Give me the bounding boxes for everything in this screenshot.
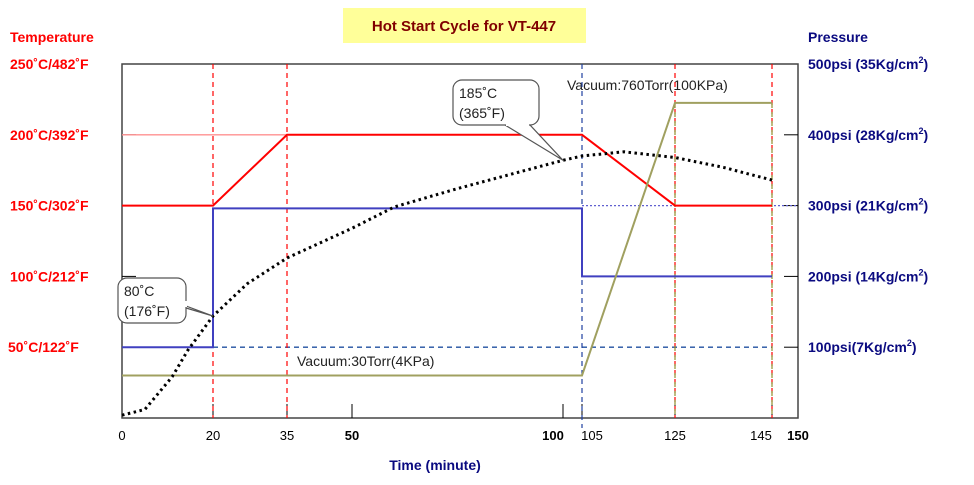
callout-0: 185˚C (365˚F) <box>452 79 564 161</box>
x-tick-label: 105 <box>581 428 603 443</box>
vacuum-high-label: Vacuum:760Torr(100KPa) <box>567 77 728 93</box>
x-tick-label: 50 <box>345 428 359 443</box>
callout-box <box>117 277 187 324</box>
callout-text-line2: (365˚F) <box>459 105 505 121</box>
series-pressure <box>122 207 772 349</box>
left-tick-label: 200˚C/392˚F <box>10 127 89 143</box>
x-tick-label: 20 <box>206 428 220 443</box>
x-tick-label: 0 <box>118 428 125 443</box>
left-tick-label: 50˚C/122˚F <box>8 339 79 355</box>
right-tick-label: 400psi (28Kg/cm2) <box>808 126 928 143</box>
callout-pointer <box>504 124 564 161</box>
title-background <box>343 8 586 43</box>
x-tick-label: 150 <box>787 428 809 443</box>
series-temperature-setpoint <box>122 133 772 207</box>
callout-text-line1: 80˚C <box>124 283 154 299</box>
right-tick-label: 200psi (14Kg/cm2) <box>808 267 928 284</box>
right-tick-label: 500psi (35Kg/cm2) <box>808 55 928 72</box>
callout-text-line2: (176˚F) <box>124 303 170 319</box>
x-tick-label: 145 <box>750 428 772 443</box>
callout-text-line1: 185˚C <box>459 85 497 101</box>
vacuum-low-label: Vacuum:30Torr(4KPa) <box>297 353 434 369</box>
left-tick-label: 250˚C/482˚F <box>10 56 89 72</box>
callout-1: 80˚C (176˚F) <box>117 277 214 324</box>
left-tick-label: 100˚C/212˚F <box>10 268 89 284</box>
left-axis-title: Temperature <box>10 29 94 45</box>
right-axis-title: Pressure <box>808 29 868 45</box>
series-vacuum <box>122 101 772 377</box>
right-tick-label: 300psi (21Kg/cm2) <box>808 197 928 214</box>
left-tick-label: 150˚C/302˚F <box>10 198 89 214</box>
plot-area: 0 20 35 50 100 105 125 145 150 185˚C (365˚F) 80˚C (1… <box>117 63 809 443</box>
right-tick-label: 100psi(7Kg/cm2) <box>808 338 917 355</box>
x-tick-label: 125 <box>664 428 686 443</box>
callout-box <box>452 79 540 126</box>
x-axis-title: Time (minute) <box>389 457 481 473</box>
x-tick-label: 35 <box>280 428 294 443</box>
chart-title: Hot Start Cycle for VT-447 <box>372 18 556 35</box>
plot-frame <box>121 63 799 419</box>
x-tick-label: 100 <box>542 428 564 443</box>
series-part-temperature <box>121 150 773 417</box>
